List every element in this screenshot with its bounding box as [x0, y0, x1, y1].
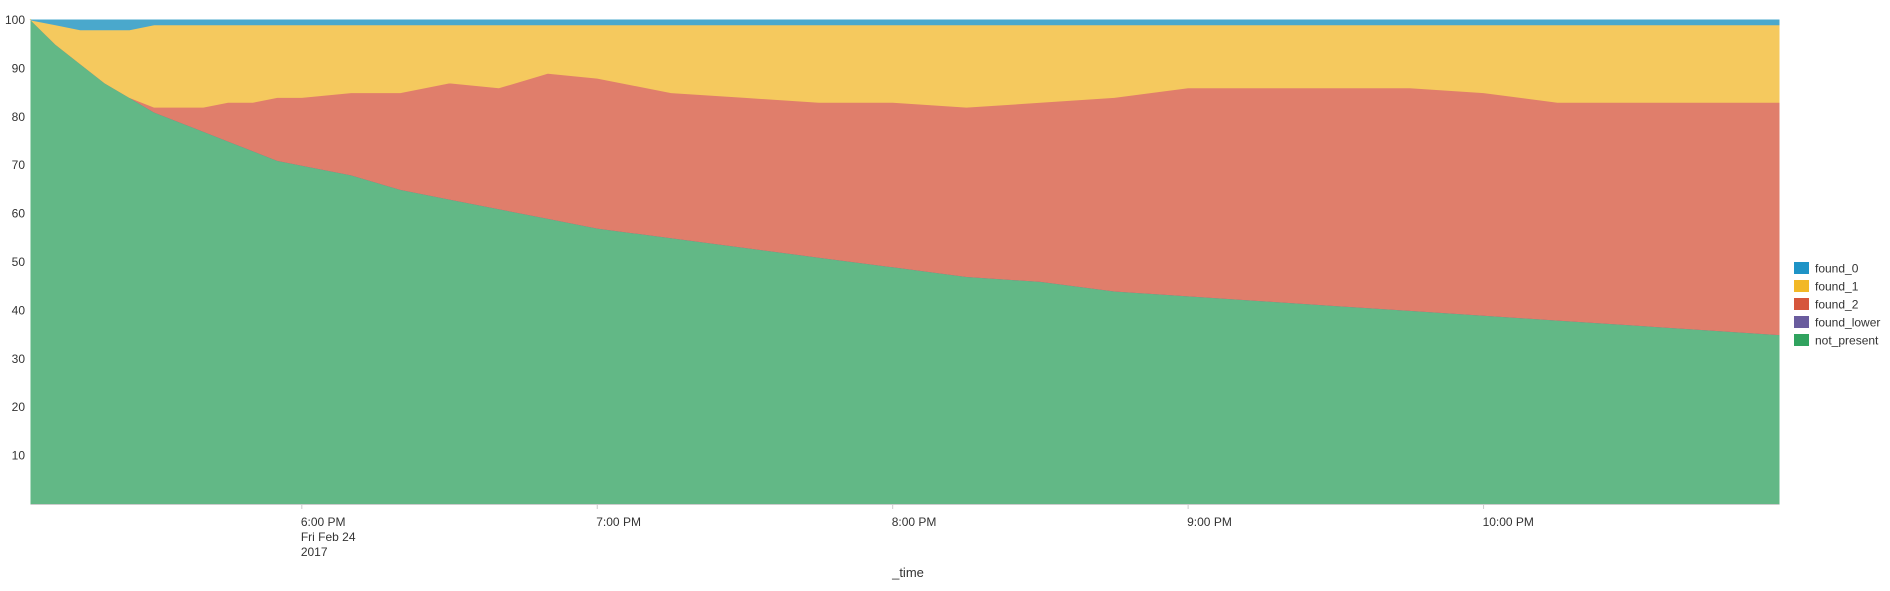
legend-swatch [1794, 280, 1809, 292]
x-tick-label: 10:00 PM [1483, 515, 1534, 529]
y-axis: 10 20 30 40 50 60 70 80 90 100 [5, 13, 25, 463]
y-tick-label: 80 [12, 110, 26, 124]
legend-label: found_2 [1815, 298, 1859, 312]
x-tick-label: 6:00 PM Fri Feb 24 2017 [301, 515, 356, 559]
area-layers [29, 18, 1780, 505]
y-tick-label: 40 [12, 303, 26, 317]
legend-swatch [1794, 262, 1809, 274]
legend-swatch [1794, 316, 1809, 328]
legend-label: found_1 [1815, 280, 1859, 294]
legend-item-found-2[interactable]: found_2 [1794, 298, 1859, 312]
legend-swatch [1794, 298, 1809, 310]
legend-item-found-1[interactable]: found_1 [1794, 280, 1859, 294]
legend-label: found_0 [1815, 262, 1859, 276]
y-tick-label: 20 [12, 400, 26, 414]
legend: found_0 found_1 found_2 found_lower not_pres… [1794, 262, 1880, 348]
x-tick-label: 7:00 PM [596, 515, 641, 529]
x-axis-title: _time [891, 565, 924, 580]
legend-label: not_present [1815, 334, 1879, 348]
x-axis: _time 6:00 PM Fri Feb 24 2017 7:00 PM 8:00 P… [31, 504, 1779, 580]
legend-item-found-0[interactable]: found_0 [1794, 262, 1859, 276]
y-tick-label: 30 [12, 352, 26, 366]
y-tick-label: 90 [12, 61, 26, 75]
legend-swatch [1794, 334, 1809, 346]
legend-item-found-lower[interactable]: found_lower [1794, 316, 1880, 330]
y-tick-label: 60 [12, 207, 26, 221]
legend-label: found_lower [1815, 316, 1880, 330]
x-tick-label: 9:00 PM [1187, 515, 1232, 529]
y-tick-label: 10 [12, 449, 26, 463]
y-tick-label: 100 [5, 13, 25, 27]
legend-item-not-present[interactable]: not_present [1794, 334, 1879, 348]
area-found-1 [29, 19, 1780, 108]
area-found-0 [30, 19, 1780, 31]
y-tick-label: 70 [12, 158, 26, 172]
y-tick-label: 50 [12, 255, 26, 269]
x-tick-label: 8:00 PM [892, 515, 937, 529]
